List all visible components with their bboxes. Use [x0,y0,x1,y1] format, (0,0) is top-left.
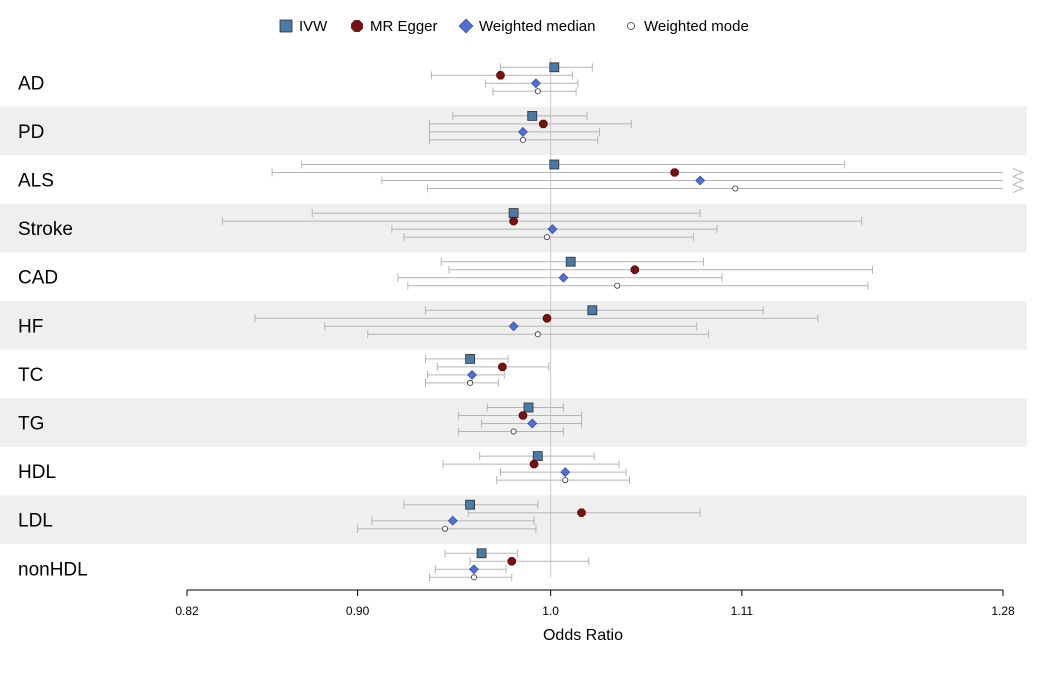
legend-square-icon [279,19,293,33]
row-bands [0,106,1027,544]
legend: IVW MR Egger Weighted median Weighted mode [279,18,749,35]
x-ticks: 0.82 0.90 1.0 1.11 1.28 [175,590,1015,618]
row-band-pd [0,106,1027,156]
point-hdl-ivw [532,451,543,462]
legend-item-wmedian: Weighted median [458,18,595,35]
point-als-wmedian [695,175,706,186]
row-label-ad: AD [18,73,44,94]
point-hdl-egger [529,459,539,469]
row-label-cad: CAD [18,268,58,289]
point-ad-wmode [534,88,541,95]
point-nonhdl-egger [507,557,516,566]
point-ad-egger [496,71,505,80]
row-label-tc: TC [18,365,43,386]
ci-als-wmedian-arrow [1012,176,1025,185]
point-estimates [442,62,739,581]
legend-label-ivw: IVW [299,18,328,35]
ci-als-wmode-arrow [1012,184,1025,193]
x-tick-label-1.28: 1.28 [991,604,1015,618]
point-nonhdl-wmode [470,574,477,581]
point-pd-ivw [527,111,538,121]
point-hdl-wmode [562,477,569,484]
point-cad-wmode [614,282,621,289]
point-pd-egger [539,119,548,129]
point-hf-wmode [534,331,541,338]
legend-label-wmedian: Weighted median [479,18,595,35]
x-axis: 0.82 0.90 1.0 1.11 1.28 [175,589,1015,618]
point-tg-egger [518,411,528,420]
point-tc-egger [498,362,507,372]
row-band-ldl [0,495,1027,544]
point-pd-wmedian [518,126,528,137]
point-nonhdl-ivw [476,548,487,559]
point-als-egger [670,168,679,177]
row-label-hdl: HDL [18,462,56,483]
point-tc-ivw [465,353,476,364]
point-tg-wmedian [527,418,538,429]
x-tick-label-1.11: 1.11 [731,604,754,618]
point-pd-wmode [519,136,526,143]
x-tick-label-0.90: 0.90 [346,604,370,618]
row-label-tg: TG [18,414,44,435]
point-als-ivw [549,159,560,170]
point-tc-wmode [467,379,474,386]
legend-label-wmode: Weighted mode [644,18,749,35]
point-hf-ivw [587,305,598,316]
point-stroke-wmode [543,234,550,241]
row-label-als: ALS [18,171,54,192]
point-ldl-wmedian [447,515,458,526]
legend-item-ivw: IVW [279,18,328,35]
row-label-stroke: Stroke [18,219,73,240]
point-hdl-wmedian [560,467,571,478]
point-tg-ivw [523,402,534,413]
row-label-hf: HF [18,316,43,337]
point-ad-wmedian [531,78,541,89]
row-labels: AD PD ALS Stroke CAD HF TC TG HDL LDL nonHDL [18,73,88,580]
row-band-tg [0,398,1027,447]
row-label-ldl: LDL [18,511,53,532]
point-stroke-ivw [508,208,519,219]
legend-diamond-icon [458,18,474,34]
row-label-pd: PD [18,122,44,143]
legend-circle-icon [627,22,635,30]
point-nonhdl-wmedian [469,564,479,575]
point-tg-wmode [510,428,517,435]
point-stroke-egger [509,216,518,226]
point-cad-ivw [565,256,576,267]
point-stroke-wmedian [547,224,558,235]
point-cad-wmedian [558,272,569,283]
legend-item-egger: MR Egger [351,18,438,35]
legend-hexagon-icon [351,20,363,32]
point-ad-ivw [549,62,560,73]
point-tc-wmedian [467,369,477,380]
x-tick-label-0.82: 0.82 [175,604,199,618]
point-ldl-wmode [442,525,449,532]
ci-als-egger-arrow [1012,168,1025,177]
point-als-wmode [732,185,739,192]
legend-label-egger: MR Egger [370,18,438,35]
point-ldl-ivw [465,499,476,510]
x-tick-label-1.0: 1.0 [542,604,559,618]
row-label-nonhdl: nonHDL [18,559,88,580]
point-ldl-egger [577,508,586,517]
point-hf-egger [542,314,552,323]
legend-item-wmode: Weighted mode [627,18,749,35]
x-axis-title: Odds Ratio [543,627,623,644]
confidence-intervals [221,63,1025,582]
point-cad-egger [630,265,639,274]
point-hf-wmedian [508,321,519,332]
